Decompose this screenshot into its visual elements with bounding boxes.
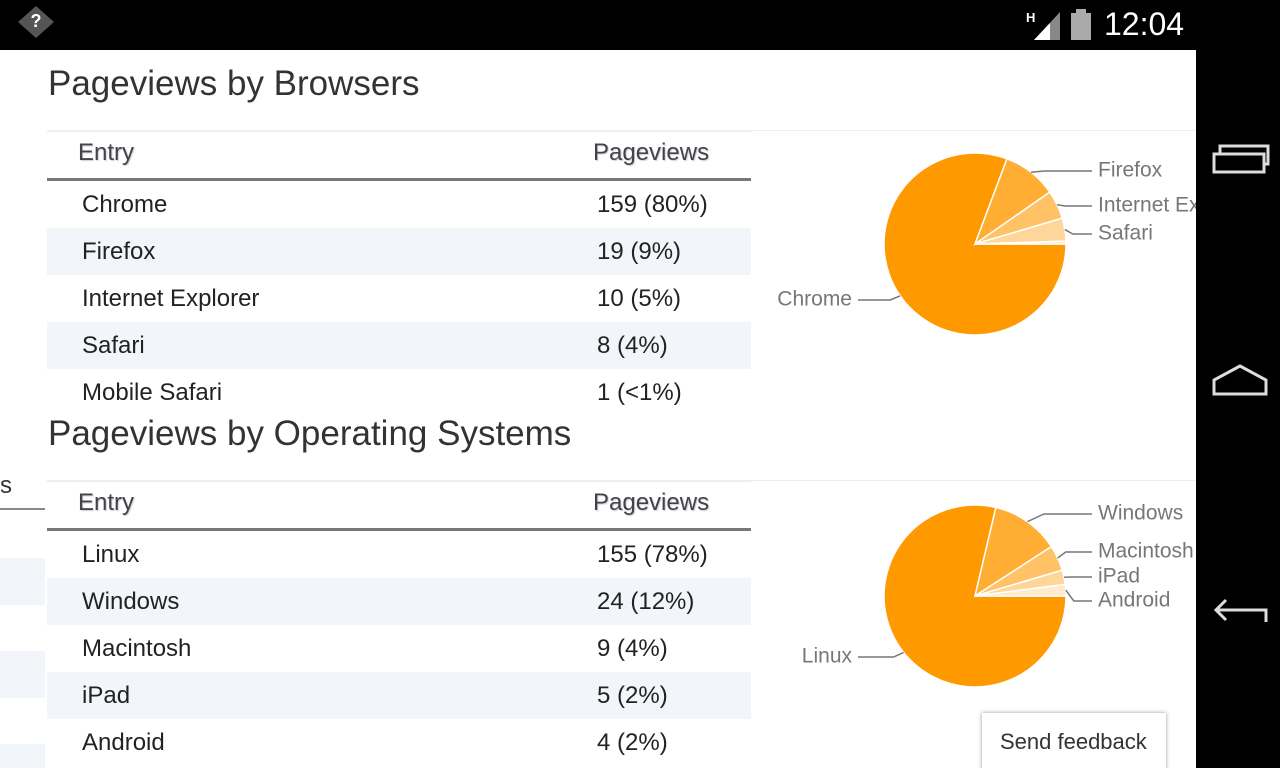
- signal-icon: [1034, 12, 1060, 40]
- side-stripe: [0, 651, 45, 698]
- table-row: Internet Explorer 10 (5%): [47, 275, 751, 322]
- pie-label: Internet Explorer: [1098, 194, 1196, 217]
- pie-charts: Chrome Firefox Internet Explorer Safari Linu…: [777, 152, 1196, 688]
- leader-line: [1064, 228, 1092, 235]
- pie-label: Chrome: [777, 288, 852, 311]
- battery-icon: [1071, 13, 1091, 40]
- leader-line: [1056, 203, 1092, 207]
- table: Entry Pageviews Chrome 159 (80%) Firefox 19 (…: [47, 130, 751, 416]
- status-bar: ? H 12:04: [0, 0, 1280, 50]
- column-header: Pageviews: [593, 139, 710, 166]
- wifi-question: ?: [31, 11, 42, 31]
- separator: [750, 480, 1196, 481]
- section-title: Pageviews by Operating Systems: [48, 414, 572, 453]
- pie-slice: [973, 506, 1053, 598]
- entry-cell: Windows: [82, 588, 180, 615]
- leader-line: [858, 295, 901, 301]
- table-row: Chrome 159 (80%): [47, 181, 751, 228]
- pageviews-cell: 1 (<1%): [597, 379, 682, 406]
- leader-line: [1065, 589, 1092, 602]
- home-button[interactable]: [1212, 364, 1268, 396]
- table-row: Safari 8 (4%): [47, 322, 751, 369]
- entry-cell: Chrome: [82, 191, 168, 218]
- leader-line: [1030, 170, 1092, 173]
- send-feedback-button[interactable]: Send feedback: [982, 713, 1166, 768]
- pie-label: Safari: [1098, 222, 1153, 245]
- column-header: Entry: [78, 489, 135, 516]
- pie-label: Macintosh: [1098, 540, 1194, 563]
- entry-cell: Safari: [82, 332, 145, 359]
- side-stripe: [0, 558, 45, 605]
- entry-cell: Linux: [82, 541, 140, 568]
- pageviews-cell: 8 (4%): [597, 332, 668, 359]
- pageviews-cell: 10 (5%): [597, 285, 682, 312]
- table-header: Entry Pageviews: [47, 480, 751, 531]
- pie-label: Windows: [1098, 502, 1183, 525]
- table-row: Mobile Safari 1 (<1%): [47, 369, 751, 416]
- pie-label: iPad: [1098, 565, 1140, 588]
- table-row: Linux 155 (78%): [47, 531, 751, 578]
- entry-cell: iPad: [82, 682, 131, 709]
- recent-apps-back: [1218, 144, 1270, 166]
- pageviews-cell: 155 (78%): [597, 541, 708, 568]
- pageviews-cell: 5 (2%): [597, 682, 668, 709]
- leader-line: [858, 651, 904, 658]
- table-row: Windows 24 (12%): [47, 578, 751, 625]
- pageviews-cell: 24 (12%): [597, 588, 695, 615]
- table-row: Android 4 (2%): [47, 719, 751, 766]
- entry-cell: Macintosh: [82, 635, 192, 662]
- pie-label: Firefox: [1098, 159, 1163, 182]
- pageviews-cell: 159 (80%): [597, 191, 708, 218]
- pie-slice: [974, 240, 1067, 245]
- nav-bar: [1212, 144, 1270, 622]
- side-text: s: [0, 472, 12, 499]
- signal-h: H: [1026, 10, 1035, 25]
- pie-slice: [974, 583, 1067, 597]
- clock: 12:04: [1104, 6, 1185, 42]
- battery-tip: [1076, 9, 1086, 13]
- side-rule: [0, 508, 45, 510]
- entry-cell: Mobile Safari: [82, 379, 223, 406]
- leader-line: [1027, 513, 1092, 523]
- entry-cell: Internet Explorer: [82, 285, 260, 312]
- side-stripe: [0, 744, 45, 768]
- pageviews-cell: 4 (2%): [597, 729, 668, 756]
- entry-cell: Firefox: [82, 238, 156, 265]
- pageviews-cell: 19 (9%): [597, 238, 682, 265]
- column-header: Pageviews: [593, 489, 710, 516]
- wifi-icon: [18, 6, 54, 38]
- section-title: Pageviews by Browsers: [48, 64, 420, 103]
- leader-line: [1057, 551, 1092, 559]
- separator: [750, 130, 1196, 131]
- table-row: iPad 5 (2%): [47, 672, 751, 719]
- pageviews-cell: 9 (4%): [597, 635, 668, 662]
- back-button[interactable]: [1213, 598, 1268, 622]
- content: s Pageviews by Browsers Entry Pageviews Chr…: [0, 50, 1196, 768]
- pie-slice: [883, 152, 1067, 336]
- status-icons: ? H: [18, 6, 1091, 40]
- side-panel: s: [0, 50, 45, 768]
- table-header: Entry Pageviews: [47, 130, 751, 181]
- pie-label: Android: [1098, 589, 1170, 612]
- column-header: Entry: [78, 139, 135, 166]
- pie-label: Linux: [802, 645, 853, 668]
- table-row: Macintosh 9 (4%): [47, 625, 751, 672]
- recent-apps-button[interactable]: [1212, 152, 1266, 174]
- table: Entry Pageviews Linux 155 (78%) Windows 24 (1…: [47, 480, 751, 766]
- entry-cell: Android: [82, 729, 165, 756]
- table-row: Firefox 19 (9%): [47, 228, 751, 275]
- signal-level: [1034, 23, 1050, 40]
